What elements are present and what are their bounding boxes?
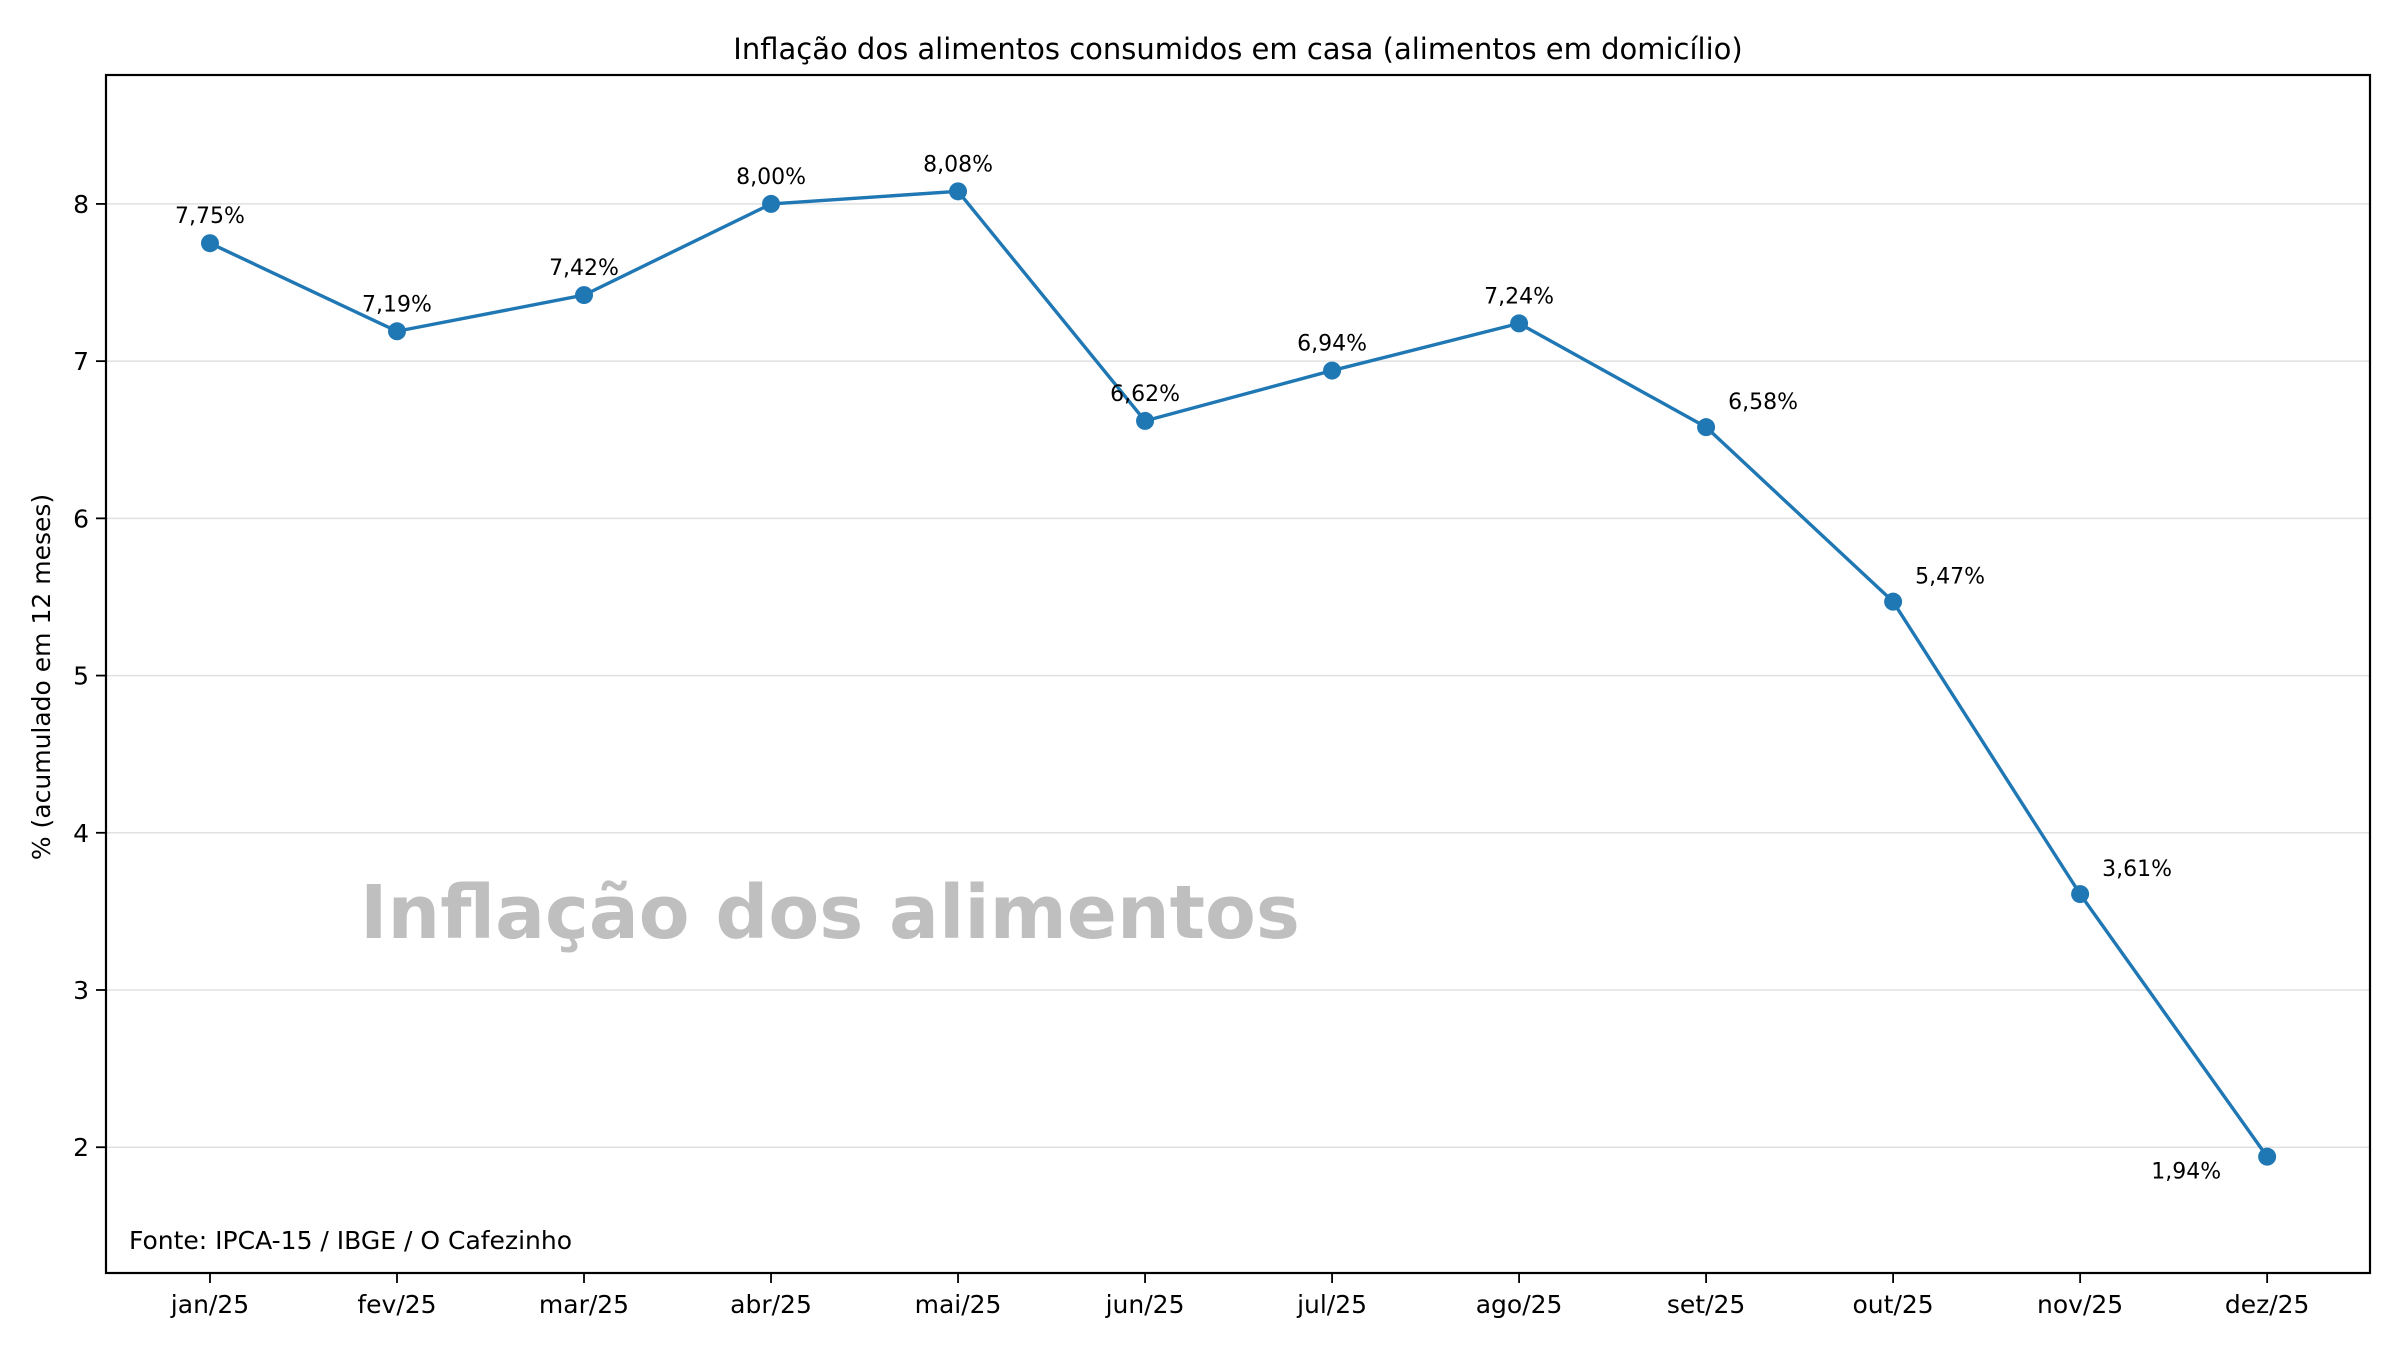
x-tick-label: nov/25: [2037, 1290, 2123, 1319]
data-point: [575, 286, 594, 305]
data-point: [1323, 361, 1342, 380]
x-tick-label: fev/25: [357, 1290, 436, 1319]
y-tick-label: 4: [73, 819, 89, 848]
series-line: [200, 182, 2277, 1166]
data-point: [387, 322, 406, 341]
chart-title: Inflação dos alimentos consumidos em cas…: [733, 32, 1742, 66]
y-tick-label: 6: [73, 504, 89, 533]
data-label: 6,94%: [1297, 332, 1367, 357]
data-point: [1510, 314, 1529, 333]
data-label: 5,47%: [1915, 565, 1985, 590]
source-note: Fonte: IPCA-15 / IBGE / O Cafezinho: [129, 1226, 572, 1255]
data-labels: 7,75% 7,19% 7,42% 8,00% 8,08% 6,62% 6,94% 7,24%…: [175, 152, 2221, 1184]
data-point: [1884, 592, 1903, 611]
data-label: 1,94%: [2151, 1160, 2221, 1185]
x-tick-label: set/25: [1667, 1290, 1745, 1319]
grid-lines: [106, 203, 2370, 1148]
data-point: [1697, 418, 1716, 437]
series-line-path: [209, 189, 2269, 1158]
data-label: 6,58%: [1728, 390, 1798, 415]
y-axis-label: % (acumulado em 12 meses): [27, 494, 56, 860]
data-label: 7,19%: [362, 292, 432, 317]
data-point: [2258, 1147, 2277, 1166]
y-tick-label: 8: [73, 190, 89, 219]
x-tick-label: mar/25: [539, 1290, 629, 1319]
data-point: [762, 194, 781, 213]
data-label: 7,42%: [549, 256, 619, 281]
data-label: 8,00%: [736, 165, 806, 190]
watermark: Inflação dos alimentos: [360, 870, 1300, 956]
x-tick-label: ago/25: [1476, 1290, 1563, 1319]
data-point: [1136, 411, 1155, 430]
data-label: 8,08%: [923, 152, 993, 177]
plot-frame: [104, 73, 2372, 1275]
data-point: [2071, 885, 2090, 904]
x-tick-label: out/25: [1853, 1290, 1934, 1319]
x-axis: jan/25 fev/25 mar/25 abr/25 mai/25 jun/25 jul/…: [170, 1273, 2310, 1319]
data-label: 7,24%: [1484, 284, 1554, 309]
data-point: [200, 234, 219, 253]
x-tick-label: mai/25: [915, 1290, 1002, 1319]
data-label: 3,61%: [2102, 857, 2172, 882]
x-tick-label: abr/25: [730, 1290, 812, 1319]
y-tick-label: 5: [73, 662, 89, 691]
data-label: 7,75%: [175, 204, 245, 229]
y-axis: 2 3 4 5 6 7 8: [73, 190, 106, 1162]
y-tick-label: 3: [73, 976, 89, 1005]
data-point: [949, 182, 968, 201]
y-tick-label: 7: [73, 347, 89, 376]
data-label: 6,62%: [1110, 382, 1180, 407]
x-tick-label: jun/25: [1105, 1290, 1185, 1319]
y-tick-label: 2: [73, 1133, 89, 1162]
x-tick-label: jan/25: [170, 1290, 249, 1319]
x-tick-label: dez/25: [2225, 1290, 2310, 1319]
x-tick-label: jul/25: [1296, 1290, 1367, 1319]
